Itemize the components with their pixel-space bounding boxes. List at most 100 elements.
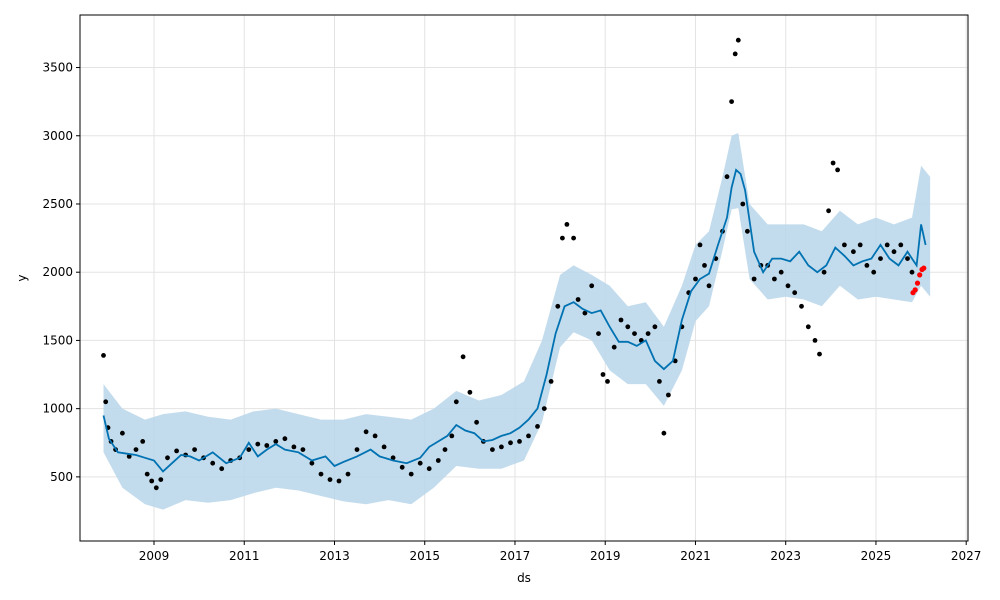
observed-point [442, 447, 448, 452]
observed-point [693, 276, 698, 282]
observed-point [898, 242, 904, 248]
observed-point [778, 269, 784, 275]
observed-point [408, 471, 414, 477]
observed-point [857, 242, 863, 248]
plot-frame [79, 14, 969, 542]
observed-point [210, 460, 216, 466]
observed-point [618, 317, 624, 323]
observed-point [426, 466, 432, 472]
observed-point [826, 208, 831, 214]
observed-point [300, 447, 306, 452]
observed-point [336, 478, 342, 484]
observed-point [732, 51, 738, 57]
x-tick-label: 2027 [951, 549, 982, 563]
future-actual-layer [910, 265, 927, 296]
observed-point [363, 429, 369, 435]
observed-point [255, 441, 261, 447]
future-actual-point [917, 272, 923, 278]
observed-point [645, 331, 651, 336]
observed-point [605, 379, 610, 384]
observed-point [652, 324, 658, 330]
observed-point [851, 249, 856, 255]
observed-point [666, 392, 671, 398]
observed-point [101, 353, 106, 358]
observed-point [140, 439, 146, 444]
observed-point [582, 310, 588, 316]
y-tick-label: 1000 [42, 402, 73, 416]
observed-point [821, 269, 827, 275]
observed-point [354, 447, 360, 452]
observed-point [871, 269, 877, 275]
y-tick-label: 1500 [42, 333, 73, 347]
observed-point [120, 430, 125, 436]
observed-point [830, 160, 836, 166]
x-axis-label: ds [517, 571, 531, 585]
y-axis-label: y [15, 274, 29, 281]
observed-point [575, 297, 581, 302]
observed-point [309, 460, 315, 466]
observed-point [785, 283, 791, 289]
observed-point [878, 256, 883, 261]
observed-point [571, 235, 576, 241]
observed-point [745, 228, 750, 234]
observed-point [158, 477, 164, 482]
observed-point [449, 433, 455, 439]
observed-point [535, 424, 540, 429]
y-tick-label: 2000 [42, 265, 73, 279]
observed-point [467, 389, 473, 395]
observed-point [611, 344, 617, 350]
observed-point [805, 324, 811, 330]
observed-point [729, 99, 734, 104]
observed-point [174, 448, 180, 454]
observed-point [625, 324, 631, 330]
x-tick-label: 2015 [409, 549, 440, 563]
observed-point [390, 455, 396, 461]
uncertainty-band-layer [103, 133, 931, 510]
x-tick-label: 2021 [680, 549, 711, 563]
observed-point [345, 471, 351, 477]
observed-point [564, 222, 570, 227]
future-actual-point [921, 265, 927, 271]
observed-point [799, 303, 804, 309]
observed-point [792, 290, 798, 296]
observed-point [600, 372, 606, 377]
observed-point [149, 478, 155, 484]
observed-point [273, 439, 279, 444]
x-tick-label: 2013 [319, 549, 350, 563]
observed-point [144, 471, 150, 477]
observed-point [153, 485, 159, 491]
observed-point [891, 249, 897, 255]
observed-point [541, 406, 547, 411]
y-ticks: 500 1000 1500 2000 2500 3000 3500 [42, 61, 80, 484]
y-tick-label: 500 [50, 470, 73, 484]
observed-point [327, 477, 333, 482]
observed-point [596, 331, 601, 336]
x-tick-label: 2011 [229, 549, 260, 563]
observed-point [657, 379, 662, 384]
observed-point [219, 466, 225, 472]
observed-point [817, 351, 822, 357]
observed-point [555, 303, 561, 309]
observed-point [381, 444, 387, 450]
forecast-line [102, 168, 927, 473]
observed-point [282, 436, 288, 442]
forecast-line-layer [102, 168, 927, 473]
observed-point [399, 464, 405, 470]
observed-point [246, 447, 252, 452]
x-tick-label: 2009 [139, 549, 170, 563]
y-tick-label: 2500 [42, 197, 73, 211]
observed-point [909, 269, 915, 275]
observed-point [318, 471, 324, 477]
observed-point [499, 444, 504, 450]
observed-point [548, 379, 554, 384]
observed-point [460, 354, 466, 360]
observed-point [165, 455, 170, 461]
x-ticks: 2009 2011 2013 2015 2017 2019 2021 2023 2025 2027 [139, 541, 982, 563]
observed-point [560, 235, 565, 241]
y-tick-label: 3500 [42, 61, 73, 75]
observed-point [835, 167, 840, 173]
future-actual-point [912, 287, 918, 293]
observed-point [372, 433, 378, 439]
